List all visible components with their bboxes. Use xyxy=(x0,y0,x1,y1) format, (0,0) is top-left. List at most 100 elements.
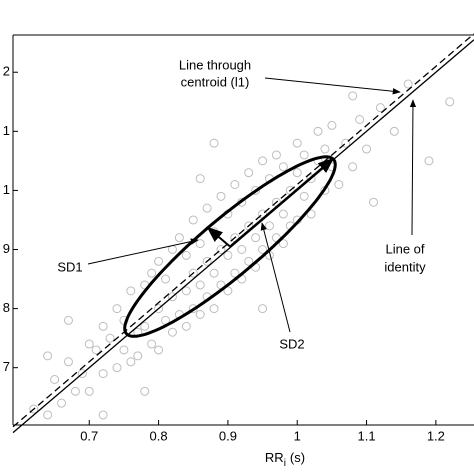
point xyxy=(181,286,191,296)
point xyxy=(147,339,157,349)
point xyxy=(327,120,337,130)
point xyxy=(147,268,157,278)
point xyxy=(126,286,136,296)
x-axis-label: RRi (s) xyxy=(265,450,305,468)
y-tick-label: 9 xyxy=(3,241,10,256)
point xyxy=(258,156,268,166)
point xyxy=(43,410,53,420)
point xyxy=(167,245,177,254)
point xyxy=(119,345,129,355)
point xyxy=(167,327,177,337)
point xyxy=(271,150,281,160)
point xyxy=(161,274,171,284)
point xyxy=(98,321,108,331)
point xyxy=(50,375,60,384)
point xyxy=(140,386,150,396)
x-tick-label: 1.1 xyxy=(358,428,376,443)
point xyxy=(43,351,53,361)
annotation: centroid (l1) xyxy=(181,74,250,89)
y-tick-label: 8 xyxy=(3,300,10,315)
point xyxy=(230,180,240,189)
y-tick-label: 2 xyxy=(3,64,10,79)
point xyxy=(29,404,39,414)
point xyxy=(195,310,205,319)
x-tick-label: 0.7 xyxy=(80,428,98,443)
point xyxy=(63,357,73,367)
point xyxy=(202,256,212,266)
point xyxy=(174,233,184,243)
ellipse xyxy=(123,155,337,338)
point xyxy=(216,245,226,254)
pointer xyxy=(409,99,417,236)
point xyxy=(77,369,87,379)
point xyxy=(98,369,108,379)
point xyxy=(355,115,365,124)
point xyxy=(181,321,191,331)
point xyxy=(251,233,261,243)
pointer xyxy=(260,222,291,333)
point xyxy=(112,304,122,314)
point xyxy=(140,321,150,331)
point xyxy=(278,162,288,172)
point xyxy=(244,256,254,266)
point xyxy=(389,126,399,136)
y-tick-label: 1 xyxy=(3,182,10,197)
point xyxy=(223,286,233,296)
overlay xyxy=(12,33,474,434)
point xyxy=(244,168,254,178)
point xyxy=(195,280,205,290)
point xyxy=(195,174,205,184)
point xyxy=(258,304,268,314)
point xyxy=(154,304,164,314)
pointer xyxy=(87,238,199,265)
point xyxy=(209,268,219,278)
annotation: SD1 xyxy=(57,259,82,274)
point xyxy=(341,138,351,148)
point xyxy=(133,351,143,361)
point xyxy=(195,239,205,249)
annotation: SD2 xyxy=(279,336,304,351)
point xyxy=(278,239,288,249)
point xyxy=(84,386,94,396)
point xyxy=(375,103,385,113)
point xyxy=(258,245,268,254)
x-label-unit: (s) xyxy=(290,450,305,465)
x-tick-label: 1 xyxy=(294,428,301,443)
point xyxy=(70,386,80,396)
annotation: Line through xyxy=(179,57,251,72)
point xyxy=(188,268,198,278)
point xyxy=(299,191,309,201)
point xyxy=(84,339,94,349)
pointer xyxy=(264,77,401,95)
point xyxy=(362,144,372,154)
point xyxy=(306,209,316,219)
sd1-arrow xyxy=(206,226,231,248)
x-tick-label: 0.8 xyxy=(150,428,168,443)
x-label-sub: i xyxy=(284,458,286,469)
x-tick-label: 0.9 xyxy=(219,428,237,443)
point xyxy=(154,256,164,266)
point xyxy=(230,268,240,278)
point xyxy=(188,215,198,225)
point xyxy=(278,209,288,219)
point xyxy=(209,304,219,314)
point xyxy=(334,180,344,189)
point xyxy=(251,185,261,195)
point xyxy=(299,150,309,160)
point xyxy=(264,221,274,231)
point xyxy=(223,250,233,260)
point xyxy=(105,333,115,343)
point xyxy=(445,97,455,107)
point xyxy=(348,162,358,172)
point xyxy=(154,345,164,355)
y-tick-label: 1 xyxy=(3,123,10,138)
sd2-arrow xyxy=(229,157,335,248)
point xyxy=(209,138,219,148)
point xyxy=(320,144,330,154)
annotation: Line of xyxy=(385,241,424,256)
point xyxy=(112,363,122,373)
point xyxy=(167,292,177,302)
point xyxy=(202,203,212,213)
point xyxy=(292,138,302,148)
